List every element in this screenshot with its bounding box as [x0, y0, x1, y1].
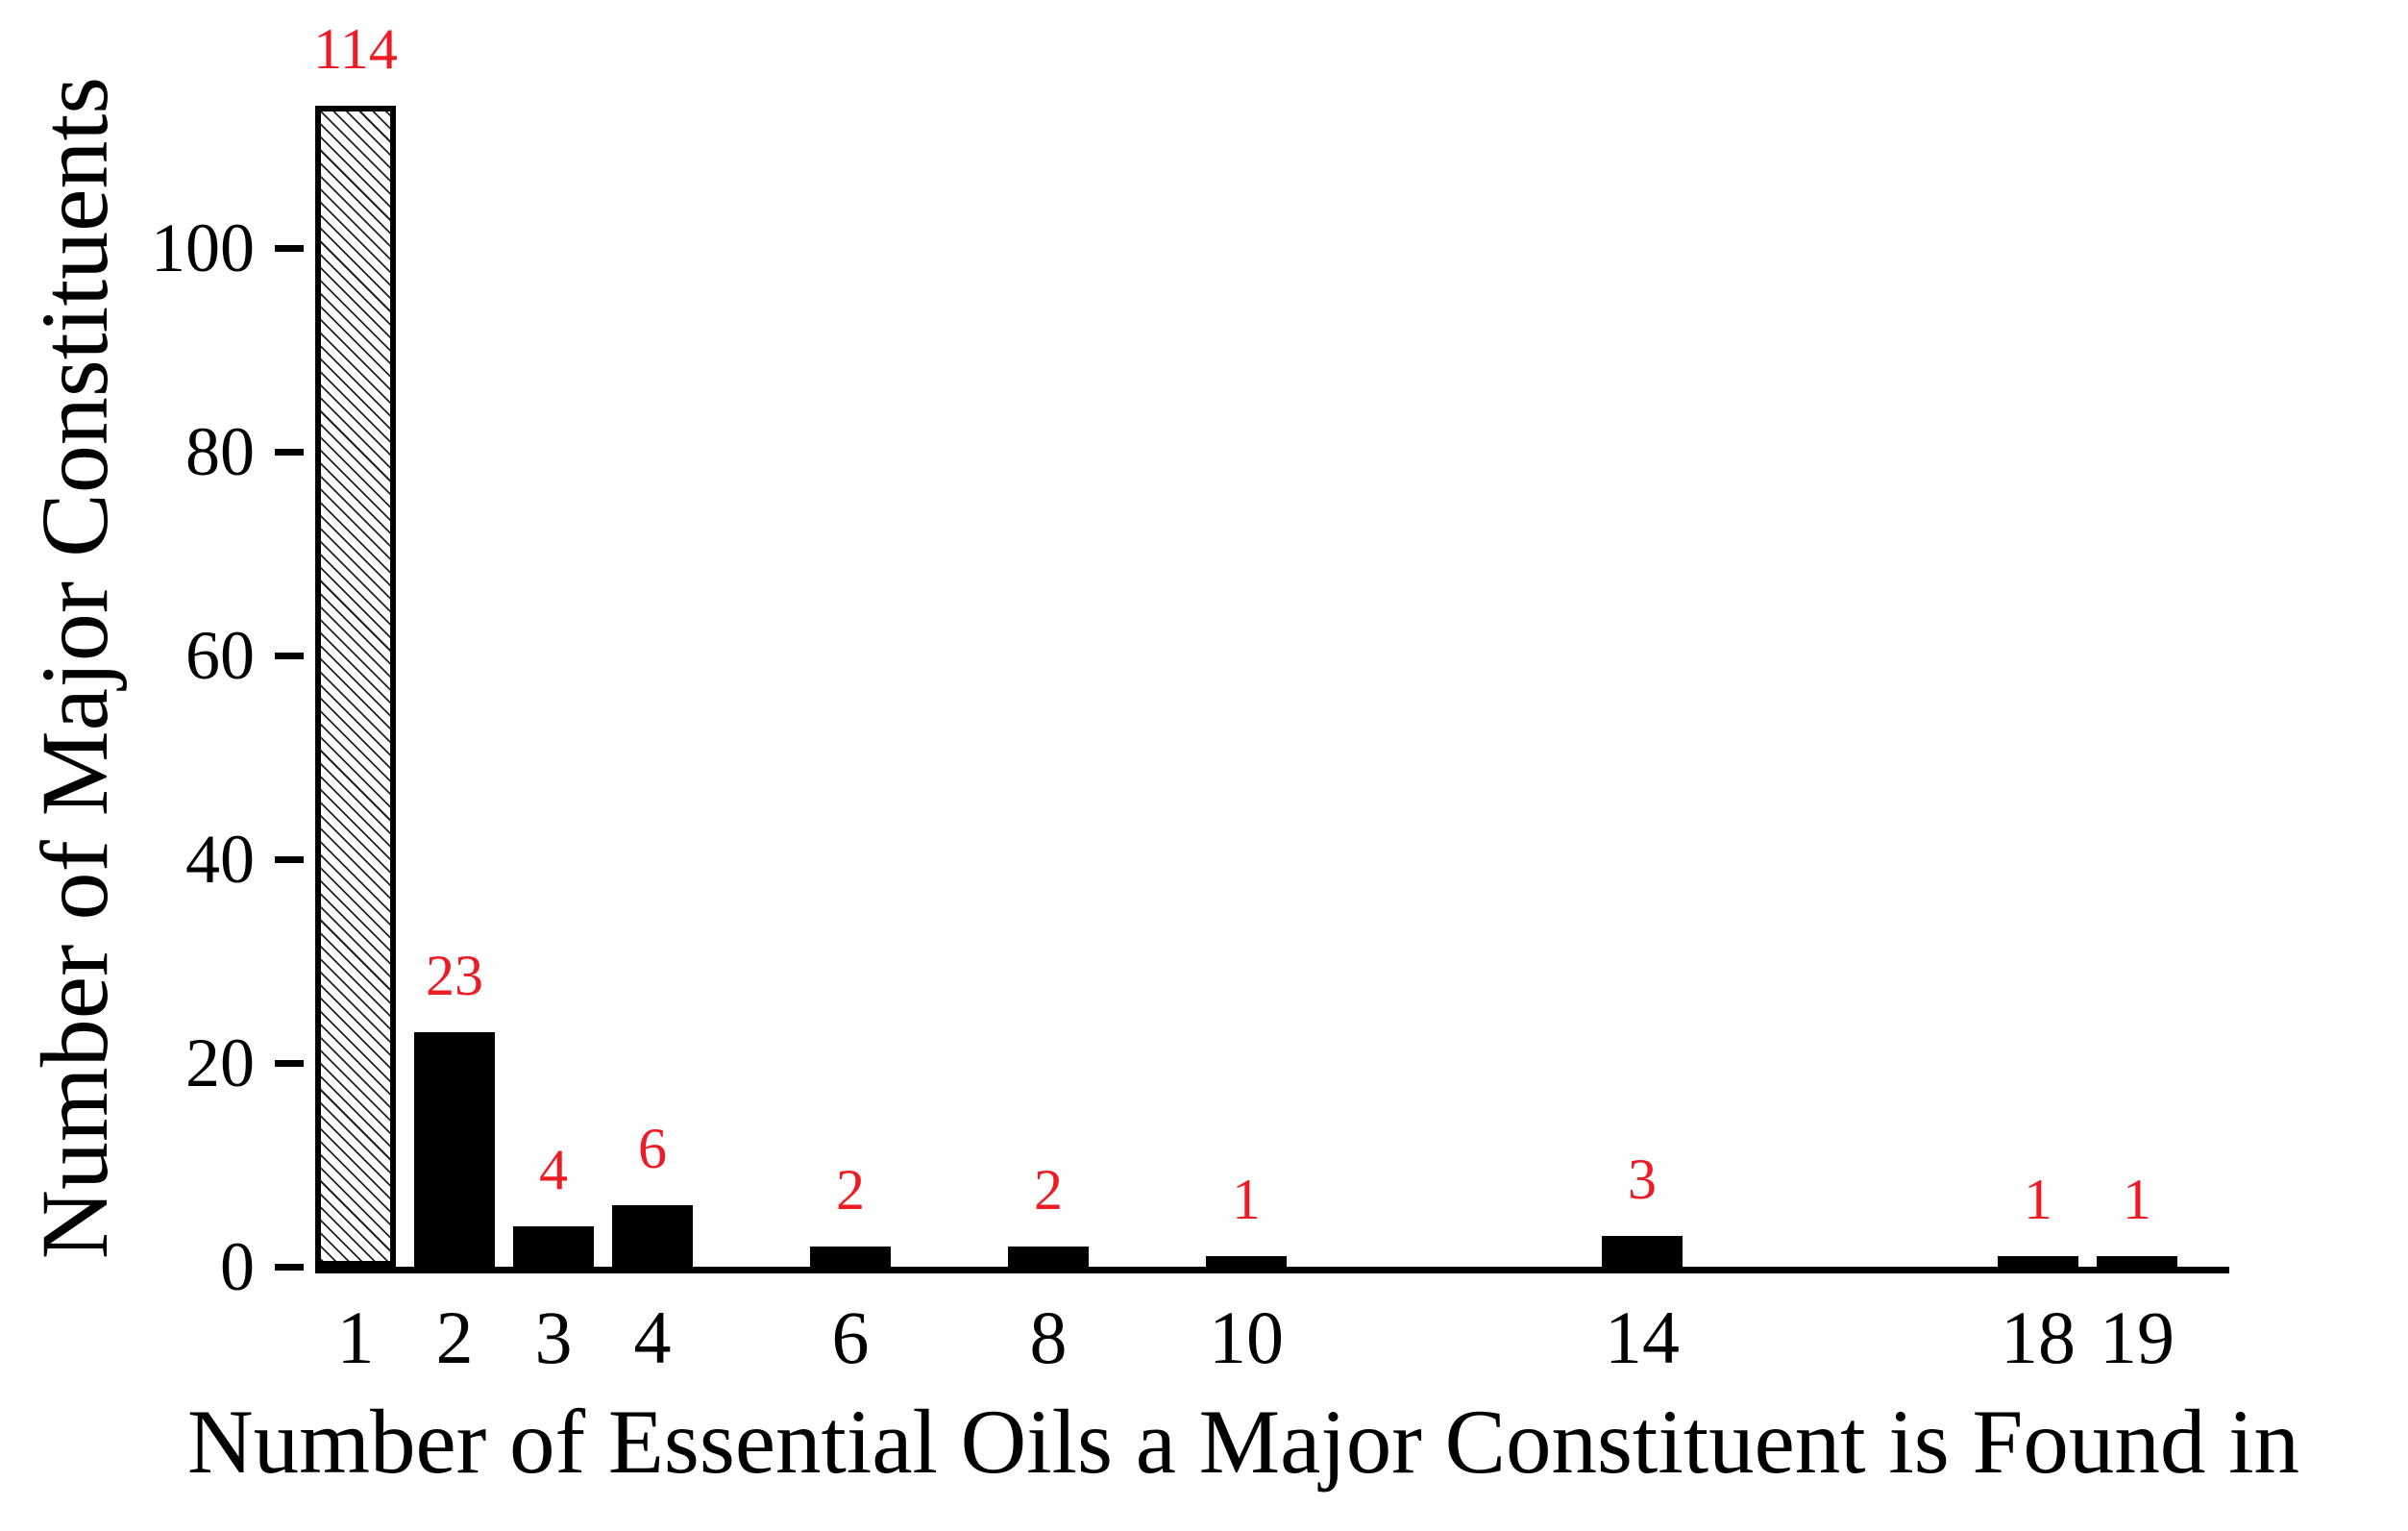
x-tick-label: 18 — [2001, 1296, 2076, 1379]
bar-value-label: 1 — [2123, 1168, 2151, 1231]
bar — [810, 1247, 891, 1267]
y-tick-mark — [275, 1060, 304, 1067]
bar-value-label: 1 — [1232, 1168, 1261, 1231]
y-tick-mark — [275, 653, 304, 659]
x-tick-label: 6 — [831, 1296, 870, 1379]
y-tick-label: 40 — [185, 821, 255, 898]
bar-value-label: 23 — [426, 944, 483, 1007]
bar — [1206, 1256, 1287, 1267]
bar — [612, 1205, 693, 1267]
y-tick-label: 100 — [151, 210, 255, 286]
x-tick-label: 2 — [435, 1296, 474, 1379]
bar-value-label: 2 — [836, 1158, 865, 1222]
x-tick-label: 4 — [633, 1296, 672, 1379]
y-tick-label: 20 — [185, 1025, 255, 1101]
bar-value-label: 4 — [539, 1138, 568, 1201]
y-tick-label: 0 — [220, 1228, 255, 1305]
bar-value-label: 6 — [638, 1117, 667, 1180]
y-tick-mark — [275, 856, 304, 863]
x-tick-label: 3 — [534, 1296, 573, 1379]
x-tick-label: 14 — [1605, 1296, 1680, 1379]
y-tick-mark — [275, 449, 304, 456]
bar — [513, 1226, 594, 1267]
bar-value-label: 2 — [1034, 1158, 1063, 1222]
bar-hatched — [315, 106, 396, 1267]
y-tick-mark — [275, 245, 304, 252]
x-tick-label: 1 — [336, 1296, 375, 1379]
x-axis-title: Number of Essential Oils a Major Constit… — [186, 1391, 2300, 1493]
bar-value-label: 3 — [1628, 1148, 1657, 1211]
x-tick-label: 19 — [2100, 1296, 2175, 1379]
x-tick-label: 10 — [1209, 1296, 1284, 1379]
bar-value-label: 114 — [313, 17, 398, 81]
x-tick-label: 8 — [1029, 1296, 1068, 1379]
bar — [1008, 1247, 1089, 1267]
bar — [1998, 1256, 2078, 1267]
y-tick-mark — [275, 1264, 304, 1271]
x-axis-line — [315, 1267, 2229, 1273]
y-tick-label: 60 — [185, 617, 255, 694]
bar — [2097, 1256, 2177, 1267]
bar-value-label: 1 — [2024, 1168, 2052, 1231]
bar — [1602, 1236, 1683, 1267]
bar — [414, 1032, 495, 1267]
y-tick-label: 80 — [185, 413, 255, 490]
